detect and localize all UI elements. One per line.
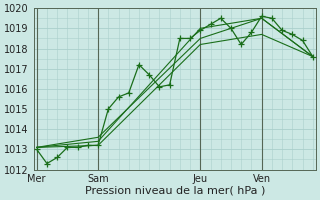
X-axis label: Pression niveau de la mer( hPa ): Pression niveau de la mer( hPa ) (84, 186, 265, 196)
